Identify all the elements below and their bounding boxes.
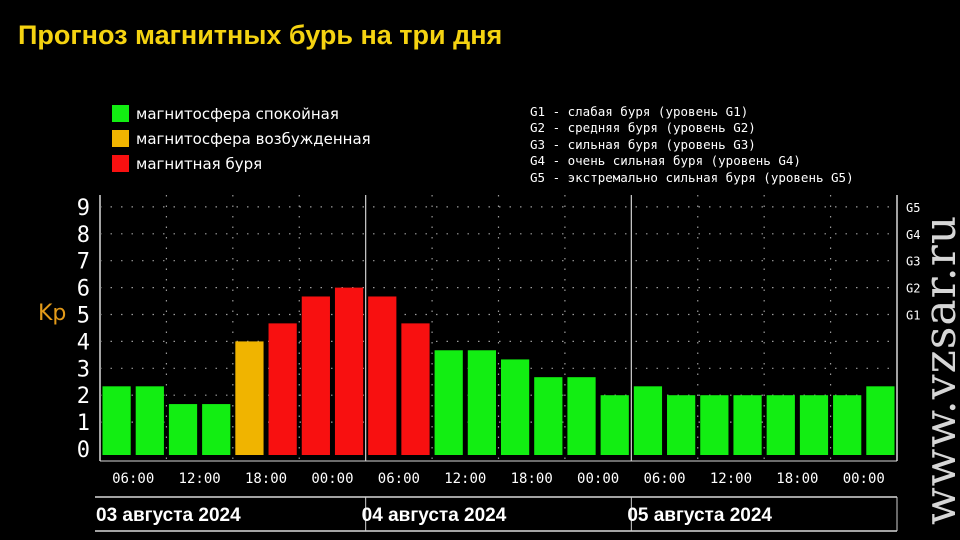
g-level-g5: G5 - экстремально сильная буря (уровень … (530, 169, 854, 185)
kp-bar (235, 341, 264, 455)
kp-bar (866, 386, 895, 455)
kp-bar (401, 323, 430, 455)
x-tick-label: 06:00 (112, 471, 154, 487)
y-tick-label: 5 (77, 304, 90, 329)
x-tick-label: 18:00 (511, 471, 553, 487)
x-tick-label: 12:00 (710, 471, 752, 487)
kp-bar (368, 296, 397, 455)
kp-bar (667, 395, 696, 455)
kp-bar (434, 350, 463, 455)
legend-label-active: магнитосфера возбужденная (136, 129, 371, 148)
g-tick-label: G2 (906, 282, 920, 296)
y-axis-label: Kp (38, 301, 67, 326)
kp-bar (534, 377, 563, 455)
y-tick-label: 9 (77, 196, 90, 221)
kp-bar (168, 404, 198, 455)
g-tick-label: G5 (906, 201, 920, 215)
day-label: 05 августа 2024 (627, 505, 772, 526)
x-tick-label: 00:00 (311, 471, 353, 487)
kp-bar (600, 395, 629, 455)
y-tick-label: 3 (77, 357, 90, 382)
kp-bar (268, 323, 297, 455)
g-level-g2: G2 - средняя буря (уровень G2) (530, 120, 756, 136)
g-level-g3: G3 - сильная буря (уровень G3) (530, 136, 756, 152)
kp-bar (301, 296, 330, 455)
x-tick-label: 06:00 (378, 471, 420, 487)
x-tick-label: 00:00 (843, 471, 885, 487)
g-tick-label: G4 (906, 228, 920, 242)
legend-label-storm: магнитная буря (136, 154, 263, 173)
x-tick-label: 06:00 (643, 471, 685, 487)
y-tick-label: 1 (77, 411, 90, 436)
page-title: Прогноз магнитных бурь на три дня (18, 20, 503, 50)
y-tick-label: 8 (77, 223, 90, 248)
kp-bar (102, 386, 131, 455)
g-level-g1: G1 - слабая буря (уровень G1) (530, 104, 749, 119)
y-tick-label: 2 (77, 384, 90, 409)
y-tick-label: 4 (77, 330, 90, 355)
legend-item-storm: магнитная буря (112, 151, 371, 176)
y-tick-label: 0 (77, 438, 90, 463)
x-tick-label: 00:00 (577, 471, 619, 487)
legend-swatch-quiet (112, 105, 129, 122)
x-tick-label: 18:00 (245, 471, 287, 487)
x-tick-label: 12:00 (179, 471, 221, 487)
y-tick-label: 6 (77, 277, 90, 302)
kp-bar (500, 359, 530, 455)
x-tick-label: 12:00 (444, 471, 486, 487)
color-legend: магнитосфера спокойная магнитосфера возб… (112, 101, 371, 176)
kp-bar (833, 395, 862, 455)
kp-bar (467, 350, 497, 455)
kp-bar (799, 395, 829, 455)
watermark: www.vzsar.ru (915, 214, 960, 525)
kp-bar (733, 395, 762, 455)
kp-bar (202, 404, 231, 455)
g-tick-label: G3 (906, 255, 920, 269)
legend-label-quiet: магнитосфера спокойная (136, 104, 339, 123)
legend-swatch-storm (112, 155, 129, 172)
kp-bar (135, 386, 164, 455)
g-tick-label: G1 (906, 309, 920, 323)
kp-bar (567, 377, 596, 455)
kp-bar (766, 395, 795, 455)
legend-item-active: магнитосфера возбужденная (112, 126, 371, 151)
day-label: 03 августа 2024 (96, 505, 241, 526)
storm-level-legend: G1 - слабая буря (уровень G1) G2 - средн… (530, 104, 854, 186)
legend-swatch-active (112, 130, 129, 147)
day-label: 04 августа 2024 (362, 505, 507, 526)
kp-bar (700, 395, 729, 455)
kp-bar (334, 287, 364, 455)
g-level-g4: G4 - очень сильная буря (уровень G4) (530, 153, 801, 169)
legend-item-quiet: магнитосфера спокойная (112, 101, 371, 126)
x-tick-label: 18:00 (776, 471, 818, 487)
y-tick-label: 7 (77, 250, 90, 275)
kp-bar (633, 386, 663, 455)
